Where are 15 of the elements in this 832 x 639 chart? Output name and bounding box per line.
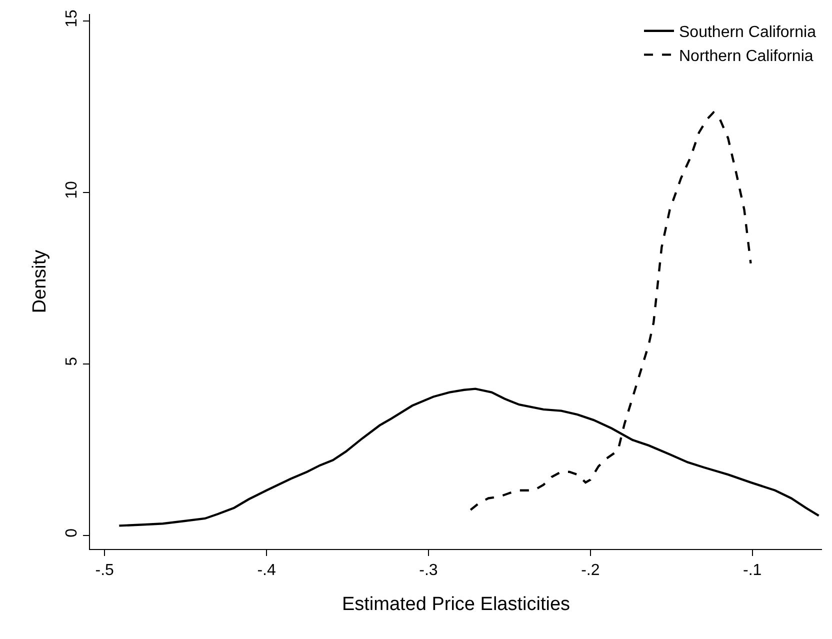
legend-label: Northern California: [679, 48, 814, 65]
y-tick-label: 15: [64, 9, 81, 28]
x-tick-label: -.5: [95, 562, 114, 580]
x-axis-title: Estimated Price Elasticities: [342, 594, 570, 615]
legend-label: Southern California: [679, 24, 816, 42]
line-series: [118, 388, 820, 527]
x-tick-label: -.2: [581, 562, 600, 580]
x-tick-label: -.4: [257, 562, 276, 580]
line-series: [469, 111, 752, 511]
y-tick-label: 0: [64, 528, 81, 538]
y-axis-title: Density: [29, 249, 50, 314]
y-tick-label: 5: [64, 356, 81, 366]
x-tick-label: -.3: [419, 562, 438, 580]
x-tick-label: -.1: [743, 562, 762, 580]
y-tick-label: 10: [64, 180, 81, 199]
